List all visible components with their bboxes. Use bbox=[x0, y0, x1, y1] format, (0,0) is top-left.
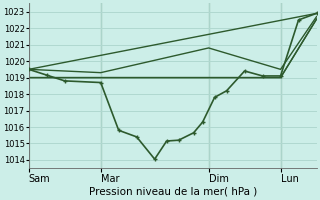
X-axis label: Pression niveau de la mer( hPa ): Pression niveau de la mer( hPa ) bbox=[89, 187, 257, 197]
